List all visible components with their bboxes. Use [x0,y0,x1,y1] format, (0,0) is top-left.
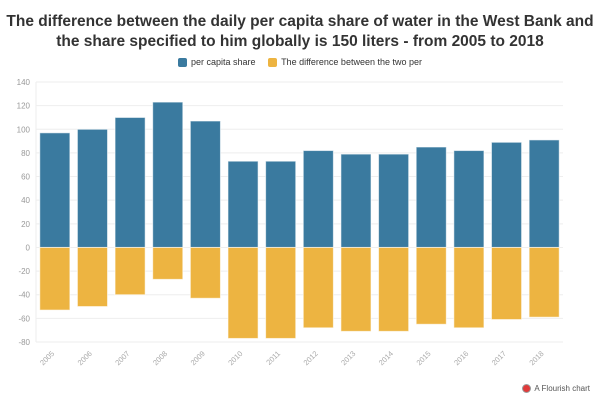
bar[interactable] [265,246,297,339]
y-tick-label: -20 [18,267,30,276]
x-tick-label: 2010 [226,349,244,367]
bar[interactable] [227,160,259,248]
x-tick-label: 2014 [377,349,395,367]
legend-item[interactable]: The difference between the two per [268,57,422,67]
legend-swatch [178,57,187,67]
x-tick-label: 2017 [490,349,508,367]
x-tick-label: 2013 [339,349,357,367]
y-tick-label: 80 [21,149,30,158]
x-tick-label: 2018 [527,349,545,367]
bar[interactable] [340,246,372,332]
chart-title: The difference between the daily per cap… [6,13,594,50]
bar[interactable] [114,116,146,248]
bar[interactable] [340,153,372,248]
x-tick-label: 2005 [38,349,56,367]
bar[interactable] [227,246,259,339]
y-tick-label: -60 [18,314,30,323]
bar[interactable] [453,246,485,329]
x-tick-label: 2012 [302,349,320,367]
bar[interactable] [490,246,523,321]
legend-item[interactable]: per capita share [178,57,256,67]
credit-text: A Flourish chart [534,384,590,393]
x-tick-label: 2015 [415,349,433,367]
bar[interactable] [76,128,109,248]
bar[interactable] [39,132,71,248]
x-tick-label: 2007 [113,349,131,367]
bar[interactable] [189,246,221,299]
bar[interactable] [152,101,184,248]
bar[interactable] [378,153,410,248]
legend: per capita share The difference between … [0,57,600,69]
bar[interactable] [415,146,447,248]
bar[interactable] [114,246,146,296]
y-tick-label: 100 [17,125,31,134]
bar[interactable] [302,150,334,248]
bar[interactable] [302,246,334,329]
bar[interactable] [415,246,447,325]
bar[interactable] [189,120,221,248]
bar[interactable] [152,246,184,280]
y-tick-label: 40 [21,196,30,205]
bar[interactable] [528,139,560,248]
bar[interactable] [39,246,71,311]
legend-label: The difference between the two per [281,57,422,67]
legend-label: per capita share [191,57,256,67]
y-tick-label: 60 [21,173,30,182]
bar[interactable] [453,150,485,248]
x-tick-label: 2008 [151,349,169,367]
y-tick-label: 120 [17,102,31,111]
flourish-credit[interactable]: A Flourish chart [522,384,590,393]
y-tick-label: -80 [18,338,30,347]
bar[interactable] [76,246,109,308]
y-tick-label: 0 [26,243,31,252]
y-tick-label: 20 [21,220,30,229]
bar[interactable] [378,246,410,332]
y-tick-label: 140 [17,78,31,87]
y-tick-label: -40 [18,291,30,300]
x-tick-label: 2009 [189,349,207,367]
bar[interactable] [265,160,297,248]
x-tick-label: 2016 [452,349,470,367]
flourish-logo-icon [522,384,532,393]
legend-swatch [268,57,278,67]
x-tick-label: 2006 [76,349,94,367]
x-tick-label: 2011 [264,349,282,367]
bar[interactable] [490,141,523,248]
bar[interactable] [528,246,560,318]
